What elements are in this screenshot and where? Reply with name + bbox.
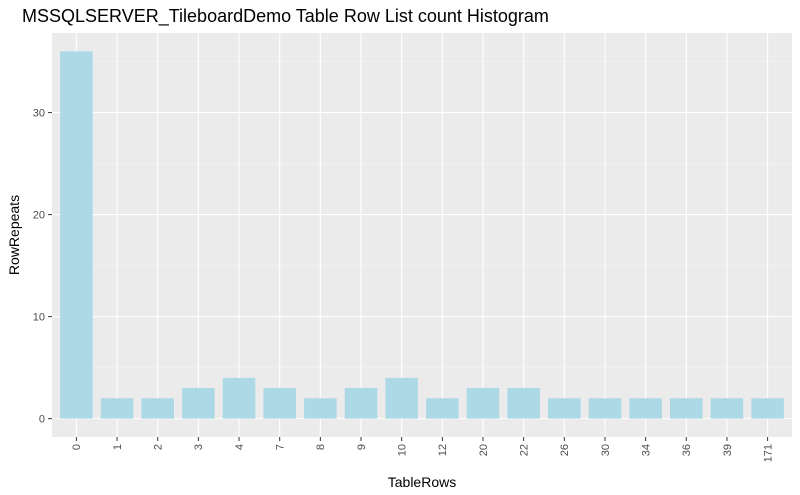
x-tick-label: 0 [71,444,83,450]
y-tick-label: 20 [33,210,45,222]
y-tick-label: 0 [39,414,45,426]
bar-1 [100,398,134,419]
bar-36 [670,398,703,419]
x-tick-label: 1 [112,444,124,450]
x-axis-ticks: 0 1 2 3 4 7 8 9 10 12 20 22 26 30 34 36 39 171 [71,437,774,462]
y-axis-ticks: 0 10 20 30 [33,108,52,426]
y-axis-label: RowRepeats [6,195,22,275]
bar-26 [548,398,581,419]
x-tick-label: 4 [234,444,246,450]
bar-7 [263,388,296,419]
x-tick-label: 2 [153,444,165,450]
bar-2 [141,398,174,419]
bar-9 [344,388,378,419]
x-tick-label: 10 [397,444,409,456]
x-tick-label: 3 [193,444,205,450]
x-tick-label: 8 [315,444,327,450]
bar-171 [751,398,784,419]
bar-39 [710,398,744,419]
x-tick-label: 36 [681,444,693,456]
bar-0 [60,51,93,419]
bar-12 [426,398,459,419]
bar-8 [304,398,337,419]
bar-3 [182,388,215,419]
x-tick-label: 22 [518,444,530,456]
bar-22 [507,388,540,419]
bars [60,51,784,419]
y-tick-label: 10 [33,312,45,324]
x-axis-label: TableRows [388,474,456,490]
x-tick-label: 9 [356,444,368,450]
x-tick-label: 171 [762,444,774,462]
x-tick-label: 20 [478,444,490,456]
plot-panel [52,33,792,437]
bar-30 [588,398,622,419]
bar-34 [629,398,662,419]
x-tick-label: 34 [640,444,652,456]
x-tick-label: 26 [559,444,571,456]
chart-title: MSSQLSERVER_TileboardDemo Table Row List… [22,6,549,26]
bar-4 [222,377,256,419]
bar-10 [385,377,418,419]
bar-20 [466,388,500,419]
x-tick-label: 7 [275,444,287,450]
x-tick-label: 39 [722,444,734,456]
y-tick-label: 30 [33,108,45,120]
x-tick-label: 30 [600,444,612,456]
x-tick-label: 12 [437,444,449,456]
grid-lines [52,33,792,437]
